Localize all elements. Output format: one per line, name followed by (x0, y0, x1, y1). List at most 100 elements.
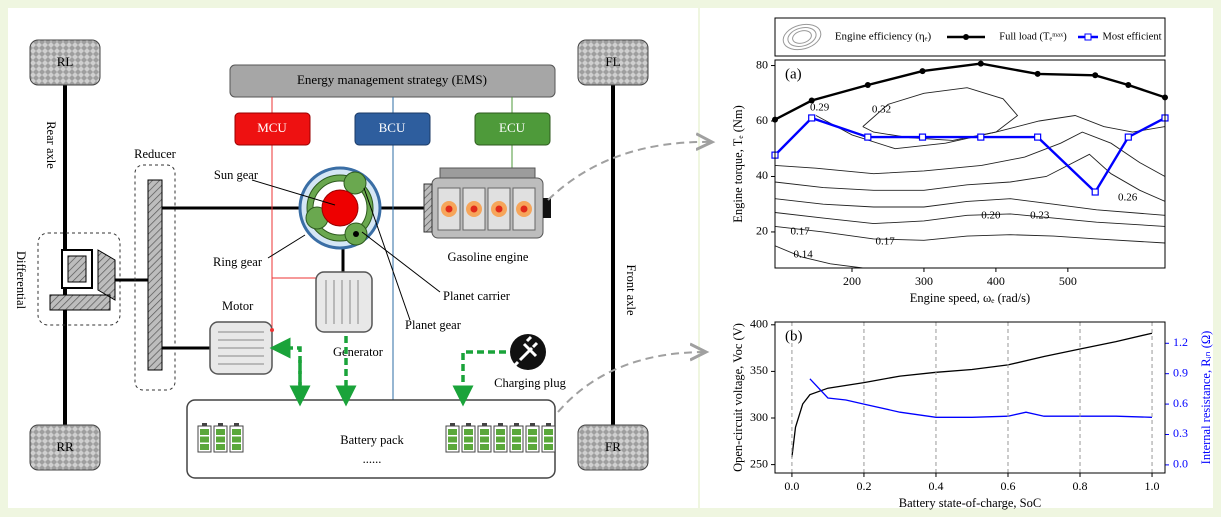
leader-line (361, 231, 441, 293)
component-label: Planet carrier (443, 289, 511, 303)
power-flow (269, 336, 506, 407)
bcu-box (354, 112, 431, 146)
differential-gear (67, 255, 87, 283)
piston-core (495, 205, 503, 213)
x-axis-label: Engine speed, ωₑ (rad/s) (910, 291, 1030, 305)
legend-label: Engine efficiency (ηₑ) (835, 31, 932, 43)
component-label: Battery pack (340, 433, 404, 447)
axle-label: Rear axle (44, 121, 58, 169)
y-tick-label: 350 (750, 363, 768, 377)
cell-bar (496, 444, 505, 450)
cell-bar (480, 436, 489, 443)
generator (315, 271, 373, 333)
wheel (29, 424, 101, 471)
cell-bar (528, 436, 537, 443)
engine-cylinders (437, 187, 536, 231)
x-tick-label: 0.6 (1000, 479, 1015, 493)
point (864, 81, 871, 88)
cell-bar (232, 444, 241, 450)
unit-label: ECU (499, 120, 526, 135)
legend-marker (1084, 33, 1092, 41)
cell-bar (464, 444, 473, 450)
wheel-label: FL (605, 54, 620, 69)
cell-bar (216, 436, 225, 443)
cell-bar (200, 444, 209, 450)
contour-line (775, 212, 1165, 227)
callout-arrow (557, 352, 706, 413)
y-axis-label: Open-circuit voltage, Voc (V) (731, 323, 745, 472)
component-label: Charging plug (494, 376, 566, 390)
x-axis-label: Battery state-of-charge, SoC (899, 496, 1041, 510)
cell-bar (544, 444, 553, 450)
contour-line (775, 153, 1165, 202)
wheel-label: RR (56, 439, 74, 454)
point (977, 60, 984, 67)
component-label: ...... (363, 452, 382, 466)
plot-area (775, 60, 1165, 268)
wheel (577, 39, 649, 86)
cell-bar (448, 429, 457, 435)
reducer-gear (147, 179, 163, 371)
component-label: Planet gear (405, 318, 462, 332)
x-tick-label: 300 (915, 274, 933, 288)
y2-axis-label: Internal resistance, Rᵢₙ (Ω) (1199, 331, 1213, 465)
contour-line (815, 115, 1165, 150)
contour-line (775, 225, 1165, 244)
point (1125, 81, 1132, 88)
cell-cap (218, 423, 223, 426)
component-label: Ring gear (213, 255, 263, 269)
legend-contour-icon (792, 30, 812, 44)
leader-line (251, 179, 336, 206)
cell-bar (496, 429, 505, 435)
cell-cap (482, 423, 487, 426)
point (864, 133, 872, 141)
x-tick-label: 0.2 (856, 479, 871, 493)
component-label: Reducer (134, 147, 176, 161)
ems-label: Energy management strategy (EMS) (297, 72, 487, 87)
y-axis-label: Engine torque, Tₑ (Nm) (731, 105, 745, 223)
y2-tick-label: 0.9 (1173, 365, 1188, 379)
cell-bar (216, 429, 225, 435)
y2-tick-label: 0.0 (1173, 457, 1188, 471)
contour-label: 0.23 (1030, 210, 1050, 222)
leader-line (363, 187, 411, 321)
cell-cap (202, 423, 207, 426)
point (808, 97, 815, 104)
panel-label: (b) (785, 328, 803, 344)
leader-line (267, 234, 306, 259)
x-tick-label: 200 (843, 274, 861, 288)
cell-cap (514, 423, 519, 426)
differential-box (37, 232, 121, 326)
cell-cap (498, 423, 503, 426)
contour-label: 0.29 (810, 102, 830, 114)
component-label: Gasoline engine (448, 250, 529, 264)
cell-bar (448, 444, 457, 450)
y-tick-label: 400 (750, 317, 768, 331)
point (918, 133, 927, 141)
contour-label: 0.26 (1118, 192, 1138, 204)
cell-bar (496, 436, 505, 443)
reducer-box (134, 164, 176, 391)
legend-contour-icon (787, 27, 817, 47)
contour-label: 0.17 (875, 235, 895, 247)
x-tick-label: 500 (1059, 274, 1077, 288)
plug-glyph (512, 335, 539, 368)
series-line (791, 332, 1153, 458)
cell-cap (234, 423, 239, 426)
cell-cap (466, 423, 471, 426)
wheel-label: RL (57, 54, 74, 69)
power-flow-arrow (452, 350, 506, 407)
engine-flywheel (423, 183, 433, 233)
cell-bar (464, 436, 473, 443)
contour-label: 0.32 (872, 103, 891, 115)
contour-label: 0.17 (791, 225, 811, 237)
y2-tick-label: 1.2 (1173, 335, 1188, 349)
legend-marker (963, 34, 969, 40)
y-tick-label: 60 (756, 113, 768, 127)
y2-tick-label: 0.6 (1173, 396, 1188, 410)
y-tick-label: 40 (756, 168, 768, 182)
x-tick-label: 400 (987, 274, 1005, 288)
cell-cap (546, 423, 551, 426)
motor-fins (218, 331, 264, 365)
cell-bar (512, 444, 521, 450)
